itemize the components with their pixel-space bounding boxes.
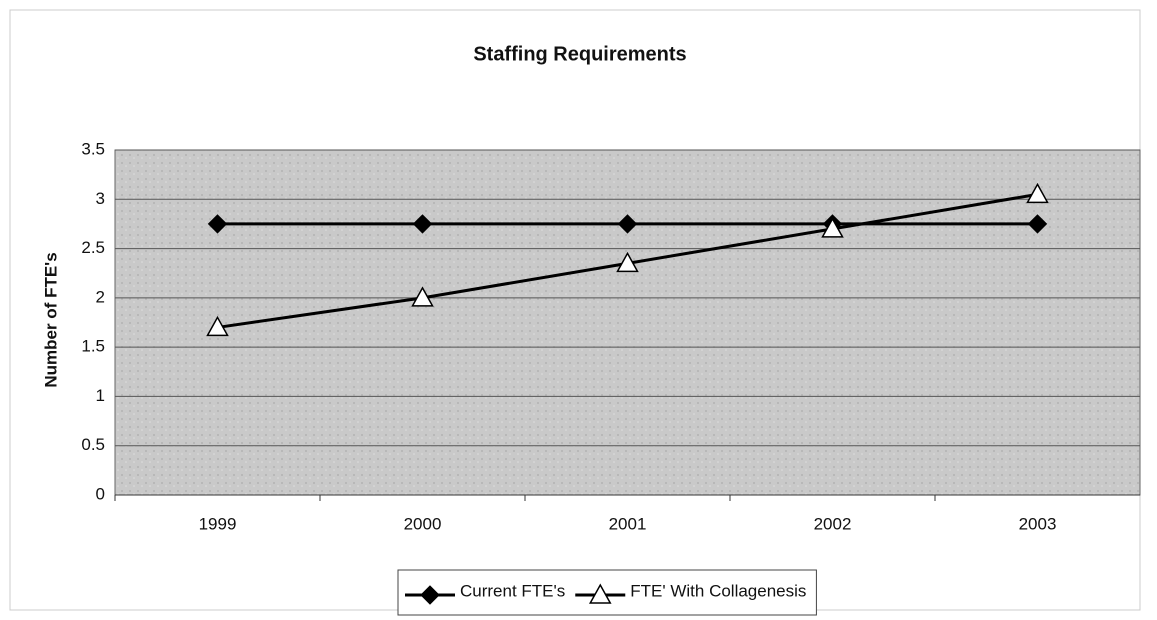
legend-label: FTE' With Collagenesis (630, 581, 806, 600)
x-tick-label: 2001 (609, 514, 647, 533)
chart-title: Staffing Requirements (473, 43, 686, 65)
legend-label: Current FTE's (460, 581, 565, 600)
data-point (617, 214, 638, 234)
y-tick-label: 3.5 (81, 139, 105, 158)
y-tick-label: 2.5 (81, 238, 105, 257)
y-tick-label: 1 (96, 386, 105, 405)
y-tick-label: 0.5 (81, 435, 105, 454)
y-tick-label: 3 (96, 189, 105, 208)
legend-marker (588, 583, 612, 604)
plot-area (114, 149, 1141, 496)
x-tick-label: 1999 (199, 514, 237, 533)
x-tick-label: 2002 (814, 514, 852, 533)
x-tick-label: 2003 (1019, 514, 1057, 533)
x-tick-label: 2000 (404, 514, 442, 533)
y-axis-label: Number of FTE's (41, 252, 60, 387)
legend-marker (420, 585, 440, 605)
data-point (821, 217, 844, 238)
data-point (206, 315, 229, 337)
data-point (616, 251, 639, 273)
data-point (411, 286, 434, 307)
y-tick-label: 1.5 (81, 337, 105, 356)
data-point (1026, 182, 1049, 204)
legend (397, 569, 817, 616)
y-tick-label: 2 (96, 287, 105, 306)
data-point (1027, 214, 1048, 234)
data-point (412, 214, 433, 234)
data-point (207, 214, 228, 234)
y-tick-label: 0 (96, 484, 105, 503)
